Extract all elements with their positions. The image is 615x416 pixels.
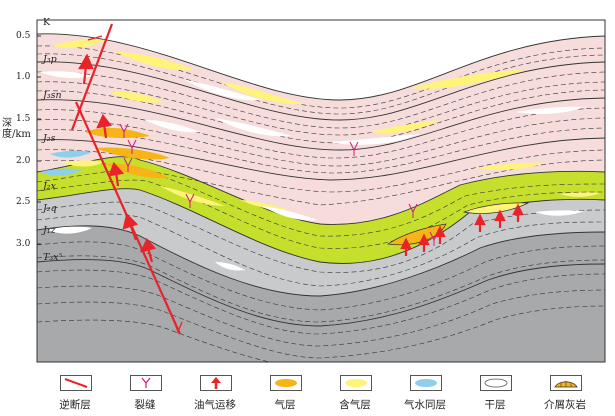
thrust-fault-lines	[70, 23, 183, 335]
y-axis-label: 深度/km	[2, 118, 31, 140]
legend-item-dry-layer: 干层	[460, 371, 530, 416]
strat-label-j3p: J₃p	[43, 54, 57, 65]
strat-label-k: K	[43, 17, 51, 28]
legend-item-gas-layer: 气层	[250, 371, 320, 416]
shell-limestone-icon	[550, 375, 582, 391]
red-arrow-icon	[200, 375, 232, 391]
blue-lens-icon	[410, 375, 442, 391]
strat-label-j2x: J₂x	[43, 181, 56, 192]
legend-label: 气水同层	[404, 399, 446, 411]
y-tick: 0.5	[16, 31, 31, 41]
strat-label-j1z: J₁z	[43, 225, 56, 236]
legend-item-thrust-fault: 逆断层	[40, 371, 110, 416]
legend-label: 气层	[274, 399, 296, 411]
legend-label: 干层	[484, 399, 506, 411]
migration-arrows	[78, 53, 524, 263]
legend-item-bioclastic: 介屑灰岩	[530, 371, 600, 416]
fracture-y-icon	[130, 375, 162, 391]
sky	[37, 20, 605, 100]
strat-label-j3sn: J₃sn	[43, 90, 62, 101]
yellow-lens-icon	[340, 375, 372, 391]
y-tick: 1.0	[16, 72, 31, 82]
j1z-band	[37, 188, 605, 296]
y-tick: 3.0	[16, 239, 31, 249]
legend: 逆断层 裂缝 油气运移 气层 含气层 气水同层 干层 介屑灰岩	[40, 371, 605, 416]
plot-frame	[36, 19, 606, 363]
strat-label-j2s: J₂s	[43, 133, 56, 144]
white-lens-icon	[480, 375, 512, 391]
bioclastic-lens	[387, 202, 530, 246]
strat-label-j2q: J₂q	[43, 203, 57, 214]
y-tick: 2.0	[16, 156, 31, 166]
legend-item-gas-water: 气水同层	[390, 371, 460, 416]
legend-item-fracture: 裂缝	[110, 371, 180, 416]
legend-item-migration: 油气运移	[180, 371, 250, 416]
red-double-line-icon	[60, 375, 92, 391]
legend-label: 裂缝	[134, 399, 156, 411]
legend-label: 油气运移	[194, 399, 236, 411]
legend-label: 介屑灰岩	[544, 399, 586, 411]
y-tick: 1.5	[16, 114, 31, 124]
y-tick: 2.5	[16, 197, 31, 207]
orange-lens-icon	[270, 375, 302, 391]
legend-item-gas-bearing: 含气层	[320, 371, 390, 416]
legend-label: 含气层	[339, 399, 371, 411]
strat-label-t3x: T₃x⁵	[43, 252, 63, 263]
j2x-green-band	[37, 156, 605, 264]
legend-label: 逆断层	[59, 399, 91, 411]
